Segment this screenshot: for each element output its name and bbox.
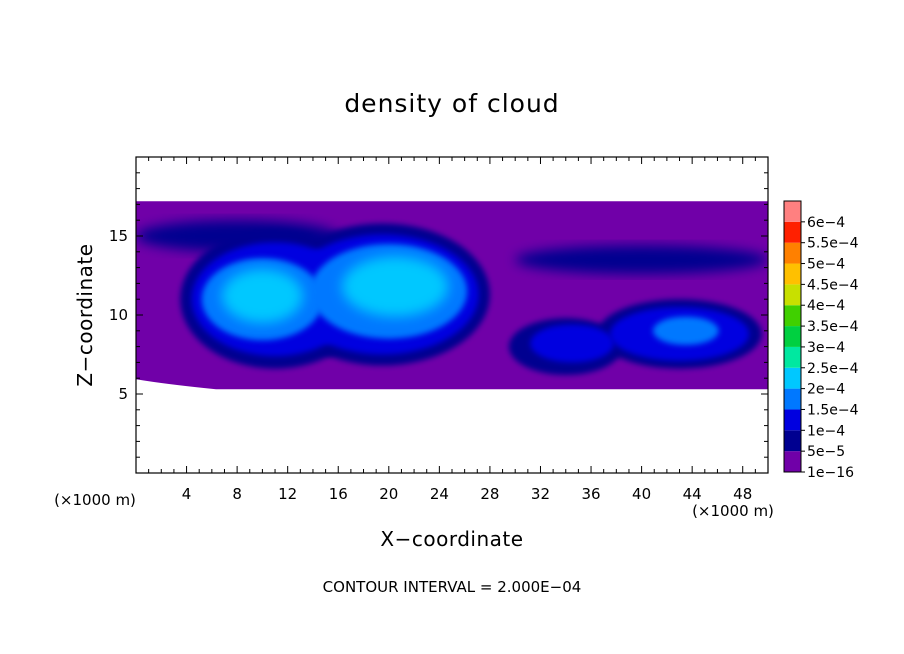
colorbar-label: 6e−4 <box>807 215 845 231</box>
colorbar-swatch <box>784 242 801 264</box>
colorbar-swatch <box>784 284 801 306</box>
colorbar-label: 5e−4 <box>807 257 845 273</box>
colorbar-swatch <box>784 263 801 285</box>
x-tick-label: 36 <box>581 485 600 503</box>
colorbar-label: 4.5e−4 <box>807 277 859 293</box>
x-tick-label: 4 <box>182 485 192 503</box>
colorbar-swatch <box>784 346 801 368</box>
colorbar-label: 5.5e−4 <box>807 236 859 252</box>
y-axis-ticks: 5 10 15 <box>109 172 768 458</box>
colorbar-swatch <box>784 430 801 452</box>
x-tick-label: 28 <box>480 485 499 503</box>
colorbar-swatch <box>784 305 801 327</box>
y-tick-label: 10 <box>109 306 128 324</box>
x-tick-label: 40 <box>632 485 651 503</box>
x-unit-right: (×1000 m) <box>692 502 774 520</box>
contour-region-13 <box>652 316 719 346</box>
colorbar-label: 1e−4 <box>807 423 845 439</box>
contour-region-10 <box>530 324 614 363</box>
colorbar-frame <box>783 200 802 473</box>
x-tick-label: 16 <box>329 485 348 503</box>
colorbar-label: 3e−4 <box>807 340 845 356</box>
contour-region-15 <box>342 256 449 317</box>
colorbar-swatch <box>784 367 801 389</box>
colorbar-swatch <box>784 221 801 243</box>
colorbar-label: 2.5e−4 <box>807 361 859 377</box>
colorbar: 1e−16 5e−5 1e−4 1.5e−4 2e−4 2.5e−4 3e−4 3.5e−4 4… <box>783 200 859 481</box>
colorbar-swatch <box>784 201 801 222</box>
contour-field <box>136 201 768 390</box>
chart-title: density of cloud <box>344 89 559 118</box>
colorbar-label: 3.5e−4 <box>807 319 859 335</box>
x-tick-label: 8 <box>232 485 242 503</box>
colorbar-label: 5e−5 <box>807 444 845 460</box>
colorbar-swatch <box>784 451 801 472</box>
y-tick-label: 15 <box>109 227 128 245</box>
x-tick-label: 32 <box>531 485 550 503</box>
colorbar-label: 1.5e−4 <box>807 402 859 418</box>
contour-region-14 <box>221 269 303 323</box>
colorbar-swatch <box>784 388 801 410</box>
contour-interval-note: CONTOUR INTERVAL = 2.000E−04 <box>323 578 582 596</box>
x-axis-title: X−coordinate <box>380 527 523 551</box>
colorbar-swatch <box>784 409 801 431</box>
y-axis-title: Z−coordinate <box>73 243 97 386</box>
colorbar-label: 4e−4 <box>807 298 845 314</box>
colorbar-label: 2e−4 <box>807 382 845 398</box>
x-axis-ticks: 4 8 12 16 20 24 28 32 36 40 44 48 <box>148 157 756 503</box>
colorbar-label: 1e−16 <box>807 465 854 481</box>
x-tick-label: 44 <box>683 485 702 503</box>
x-tick-label: 24 <box>430 485 449 503</box>
y-tick-label: 5 <box>118 385 128 403</box>
x-tick-label: 12 <box>278 485 297 503</box>
x-unit-left: (×1000 m) <box>54 491 136 509</box>
colorbar-swatch <box>784 326 801 347</box>
x-tick-label: 20 <box>379 485 398 503</box>
contour-region-2 <box>515 245 768 274</box>
x-tick-label: 48 <box>733 485 752 503</box>
